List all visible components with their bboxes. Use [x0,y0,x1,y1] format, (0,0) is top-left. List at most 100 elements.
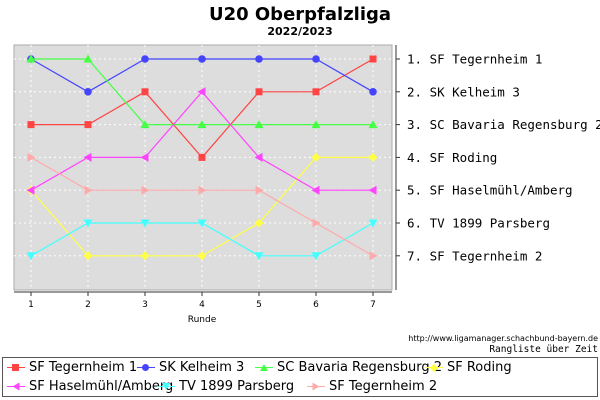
x-ticks: 1 2 3 4 5 6 7 [28,292,376,310]
x-tick-label: 3 [142,300,148,310]
data-point [197,87,206,97]
data-point [254,218,264,228]
legend-swatch [137,362,155,374]
data-point [311,120,321,129]
data-point [141,55,149,63]
ranking-label: 6. TV 1899 Parsberg [407,216,550,231]
legend-swatch [7,381,25,393]
chart-title: U20 Oberpfalzliga [209,4,391,25]
data-point [83,219,93,228]
data-point [369,55,377,63]
series-sf-tegernheim-1 [27,55,377,161]
series-sf-roding [26,152,378,261]
data-point [369,251,378,261]
data-point [254,252,264,261]
legend-item: SF Haselmühl/Amberg [7,379,173,394]
data-point [83,152,92,162]
legend-label: TV 1899 Parsberg [179,379,295,394]
ranking-label: 5. SF Haselmühl/Amberg [407,183,573,198]
data-point [140,219,150,228]
ranking-label: 1. SF Tegernheim 1 [407,52,542,67]
legend-marker [260,363,268,371]
data-point [26,252,36,261]
legend-item: SK Kelheim 3 [137,360,244,375]
data-point [141,88,149,96]
x-tick-label: 4 [199,300,205,310]
data-point [311,185,320,195]
legend-item: TV 1899 Parsberg [157,379,294,394]
series-sc-bavaria-regensburg-2 [26,54,378,129]
data-point [27,121,35,129]
ranking-label: 7. SF Tegernheim 2 [407,248,542,263]
data-point [312,88,320,96]
x-axis-label: Runde [188,315,217,325]
data-point [255,88,263,96]
legend-marker [12,363,19,371]
data-point [368,152,378,162]
legend-label: SF Tegernheim 1 [29,360,138,375]
legend-item: SC Bavaria Regensburg 2 [255,360,442,375]
legend-marker [162,382,170,390]
data-point [84,88,92,96]
legend-label: SK Kelheim 3 [159,360,245,375]
data-point [141,185,150,195]
x-tick-label: 7 [370,300,376,310]
source-url: http://www.ligamanager.schachbund-bayern… [408,334,598,343]
data-point [197,251,207,261]
data-point [26,185,35,195]
legend-label: SF Haselmühl/Amberg [29,379,174,394]
y-ticks: 1. SF Tegernheim 1 2. SK Kelheim 3 3. SC B… [396,52,600,263]
x-tick-label: 1 [28,300,34,310]
legend-swatch [7,362,25,374]
legend-label: SC Bavaria Regensburg 2 [277,360,443,375]
data-point [140,251,150,261]
data-point [197,219,207,228]
data-point [368,120,378,129]
chart-caption: Rangliste über Zeit [489,344,598,355]
legend-swatch [157,381,175,393]
legend-marker [12,382,20,390]
legend-label: SF Tegernheim 2 [329,379,438,394]
data-point [312,218,321,228]
legend-marker [312,382,320,390]
data-point [26,54,36,63]
data-point [368,219,378,228]
data-point [84,121,92,129]
data-point [27,152,36,162]
data-point [369,88,377,96]
legend-marker [429,363,439,372]
data-point [83,54,93,63]
data-point [198,153,206,161]
data-point [368,185,377,195]
legend-swatch [255,362,273,374]
x-tick-label: 6 [313,300,319,310]
data-point [83,251,93,261]
chart-subtitle: 2022/2023 [267,25,332,38]
series-layer [26,54,378,261]
series-tv-1899-parsberg [26,219,378,261]
data-point [312,55,320,63]
data-point [140,120,150,129]
ranking-label: 2. SK Kelheim 3 [407,84,520,99]
series-sf-haselm-hl-amberg [26,87,377,195]
data-point [198,185,207,195]
legend-item: SF Roding [425,360,512,375]
data-point [140,152,149,162]
legend-swatch [425,362,443,374]
data-point [311,152,321,162]
legend-item: SF Tegernheim 1 [7,360,137,375]
ranking-label: 4. SF Roding [407,150,497,165]
data-point [255,55,263,63]
data-point [254,152,263,162]
data-point [198,55,206,63]
legend: SF Tegernheim 1 SK Kelheim 3 SC Bavaria Re… [2,357,598,397]
x-tick-label: 2 [85,300,91,310]
data-point [255,185,264,195]
data-point [311,252,321,261]
legend-label: SF Roding [447,360,512,375]
data-point [197,120,207,129]
ranking-label: 3. SC Bavaria Regensburg 2 [407,117,600,132]
legend-swatch [307,381,325,393]
data-point [84,185,93,195]
